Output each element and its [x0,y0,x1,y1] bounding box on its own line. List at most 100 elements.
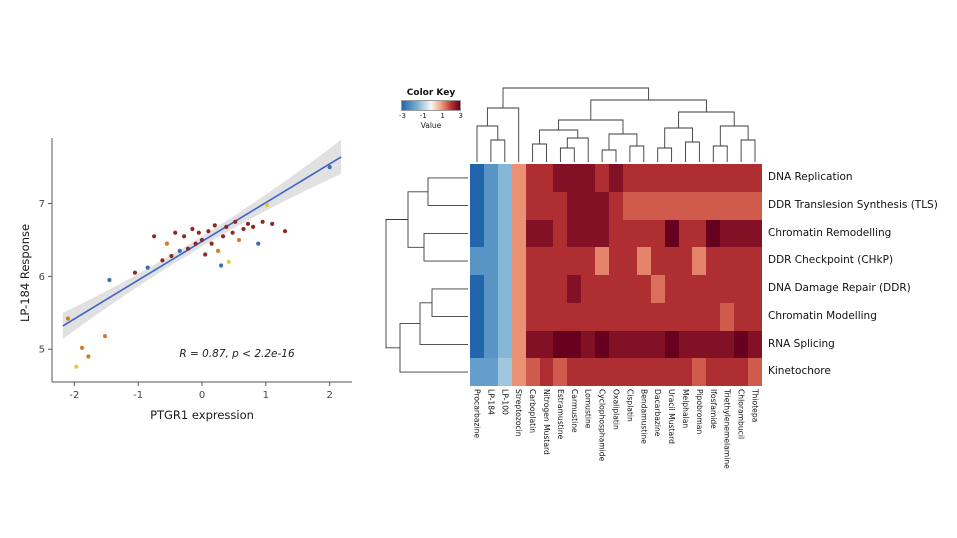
heatmap-cell [636,330,651,359]
heatmap-cell [636,275,651,303]
heatmap-column-label: Oxaliplatin [611,389,621,430]
y-tick-label: 7 [39,199,45,210]
heatmap-cell [470,358,484,386]
heatmap-cell [567,302,582,331]
heatmap-column-label: Dacarbazine [653,389,663,437]
row-dendrogram [385,177,468,373]
x-axis-label: PTGR1 expression [150,408,254,422]
heatmap-cell [497,275,512,303]
heatmap-cell [595,358,610,386]
x-tick-label: -1 [133,390,143,401]
heatmap-cell [636,219,651,248]
heatmap-cell [539,164,554,192]
color-key-tick-labels: -3 -1 1 3 [399,112,463,120]
heatmap-cell [609,302,623,331]
heatmap-cell [734,219,749,248]
heatmap-cell [581,275,596,303]
heatmap-cell [720,191,735,220]
dendrogram-link [608,133,638,150]
scatter-point [160,258,165,263]
heatmap-column-label: Nitrogen Mustard [541,389,551,455]
heatmap-cell [678,164,693,192]
heatmap-cell [483,219,498,248]
heatmap-cell [678,302,693,331]
heatmap-cell [497,302,512,331]
heatmap-column-label: Estramustine [555,389,565,440]
heatmap-cell [567,358,582,386]
color-key-gradient-bar [401,100,461,111]
heatmap-cell [609,275,623,303]
heatmap-cell [636,164,651,192]
column-dendrogram [476,87,756,162]
heatmap-cell [706,302,721,331]
dendrogram-link [431,288,468,318]
heatmap-cell [567,191,582,220]
dendrogram-link [490,139,506,162]
heatmap-cell [678,247,693,275]
heatmap-cell [595,191,610,220]
heatmap-cell [497,164,512,192]
heatmap-cell [622,191,637,220]
scatter-point [86,354,91,359]
scatter-plot-panel: -2 -1 0 1 2 5 6 7 LP-184 Response PTGR1 express… [12,128,372,438]
heatmap-cell [581,358,596,386]
dendrogram-link [419,302,468,345]
heatmap-cell [483,330,498,359]
y-tick-label: 6 [39,272,45,283]
scatter-point [265,202,270,208]
heatmap-cell [483,191,498,220]
scatter-point [190,226,195,232]
heatmap-cell [511,164,526,192]
heatmap-cell [511,247,526,275]
heatmap-cell [553,275,568,303]
heatmap-cell [692,275,707,303]
heatmap-cell [664,358,679,386]
heatmap-cell [553,302,568,331]
heatmap-cell [553,330,568,359]
heatmap-cell [483,358,498,386]
heatmap-column-label: LP-100 [500,389,510,415]
heatmap-cell [748,219,762,248]
dendrogram-link [399,323,468,373]
scatter-point [233,219,238,224]
heatmap-cell [511,302,526,331]
heatmap-row-label: DDR Checkpoint (CHkP) [768,254,894,267]
scatter-point [256,241,261,246]
heatmap-cell [511,358,526,386]
heatmap-cell [748,164,762,192]
dendrogram-link [532,143,547,162]
heatmap-cell [470,219,484,248]
scatter-point [145,265,150,270]
heatmap-row-label: DDR Translesion Synthesis (TLS) [768,198,938,211]
heatmap-cell [497,330,512,359]
scatter-point [79,345,85,350]
heatmap-cell [720,247,735,275]
heatmap-cell [706,247,721,275]
heatmap-cell [734,247,749,275]
x-tick-label: 1 [263,390,269,401]
heatmap-cell [553,191,568,220]
scatter-point [196,230,201,235]
y-axis-label: LP-184 Response [18,223,32,323]
heatmap-column-label: Uracil Mustard [667,389,677,444]
heatmap-cell [525,219,540,248]
heatmap-cell [650,247,665,275]
heatmap-cell [636,302,651,331]
heatmap-row-label: Kinetochore [768,365,831,378]
heatmap-cell [664,191,679,220]
heatmap-cell [609,191,623,220]
scatter-point [230,230,235,235]
heatmap-cell [734,358,749,386]
heatmap-column-label: Cisplatin [625,389,635,422]
dendrogram-link [664,127,693,148]
heatmap-cell [609,330,623,359]
scatter-point [270,221,275,226]
heatmap-cell [734,275,749,303]
scatter-plot: -2 -1 0 1 2 5 6 7 [39,138,352,401]
dendrogram-link [539,129,579,144]
heatmap-cell [720,219,735,248]
heatmap-cell [720,164,735,192]
heatmap-cell [470,330,484,359]
heatmap-cell [525,164,540,192]
heatmap-cell [734,191,749,220]
